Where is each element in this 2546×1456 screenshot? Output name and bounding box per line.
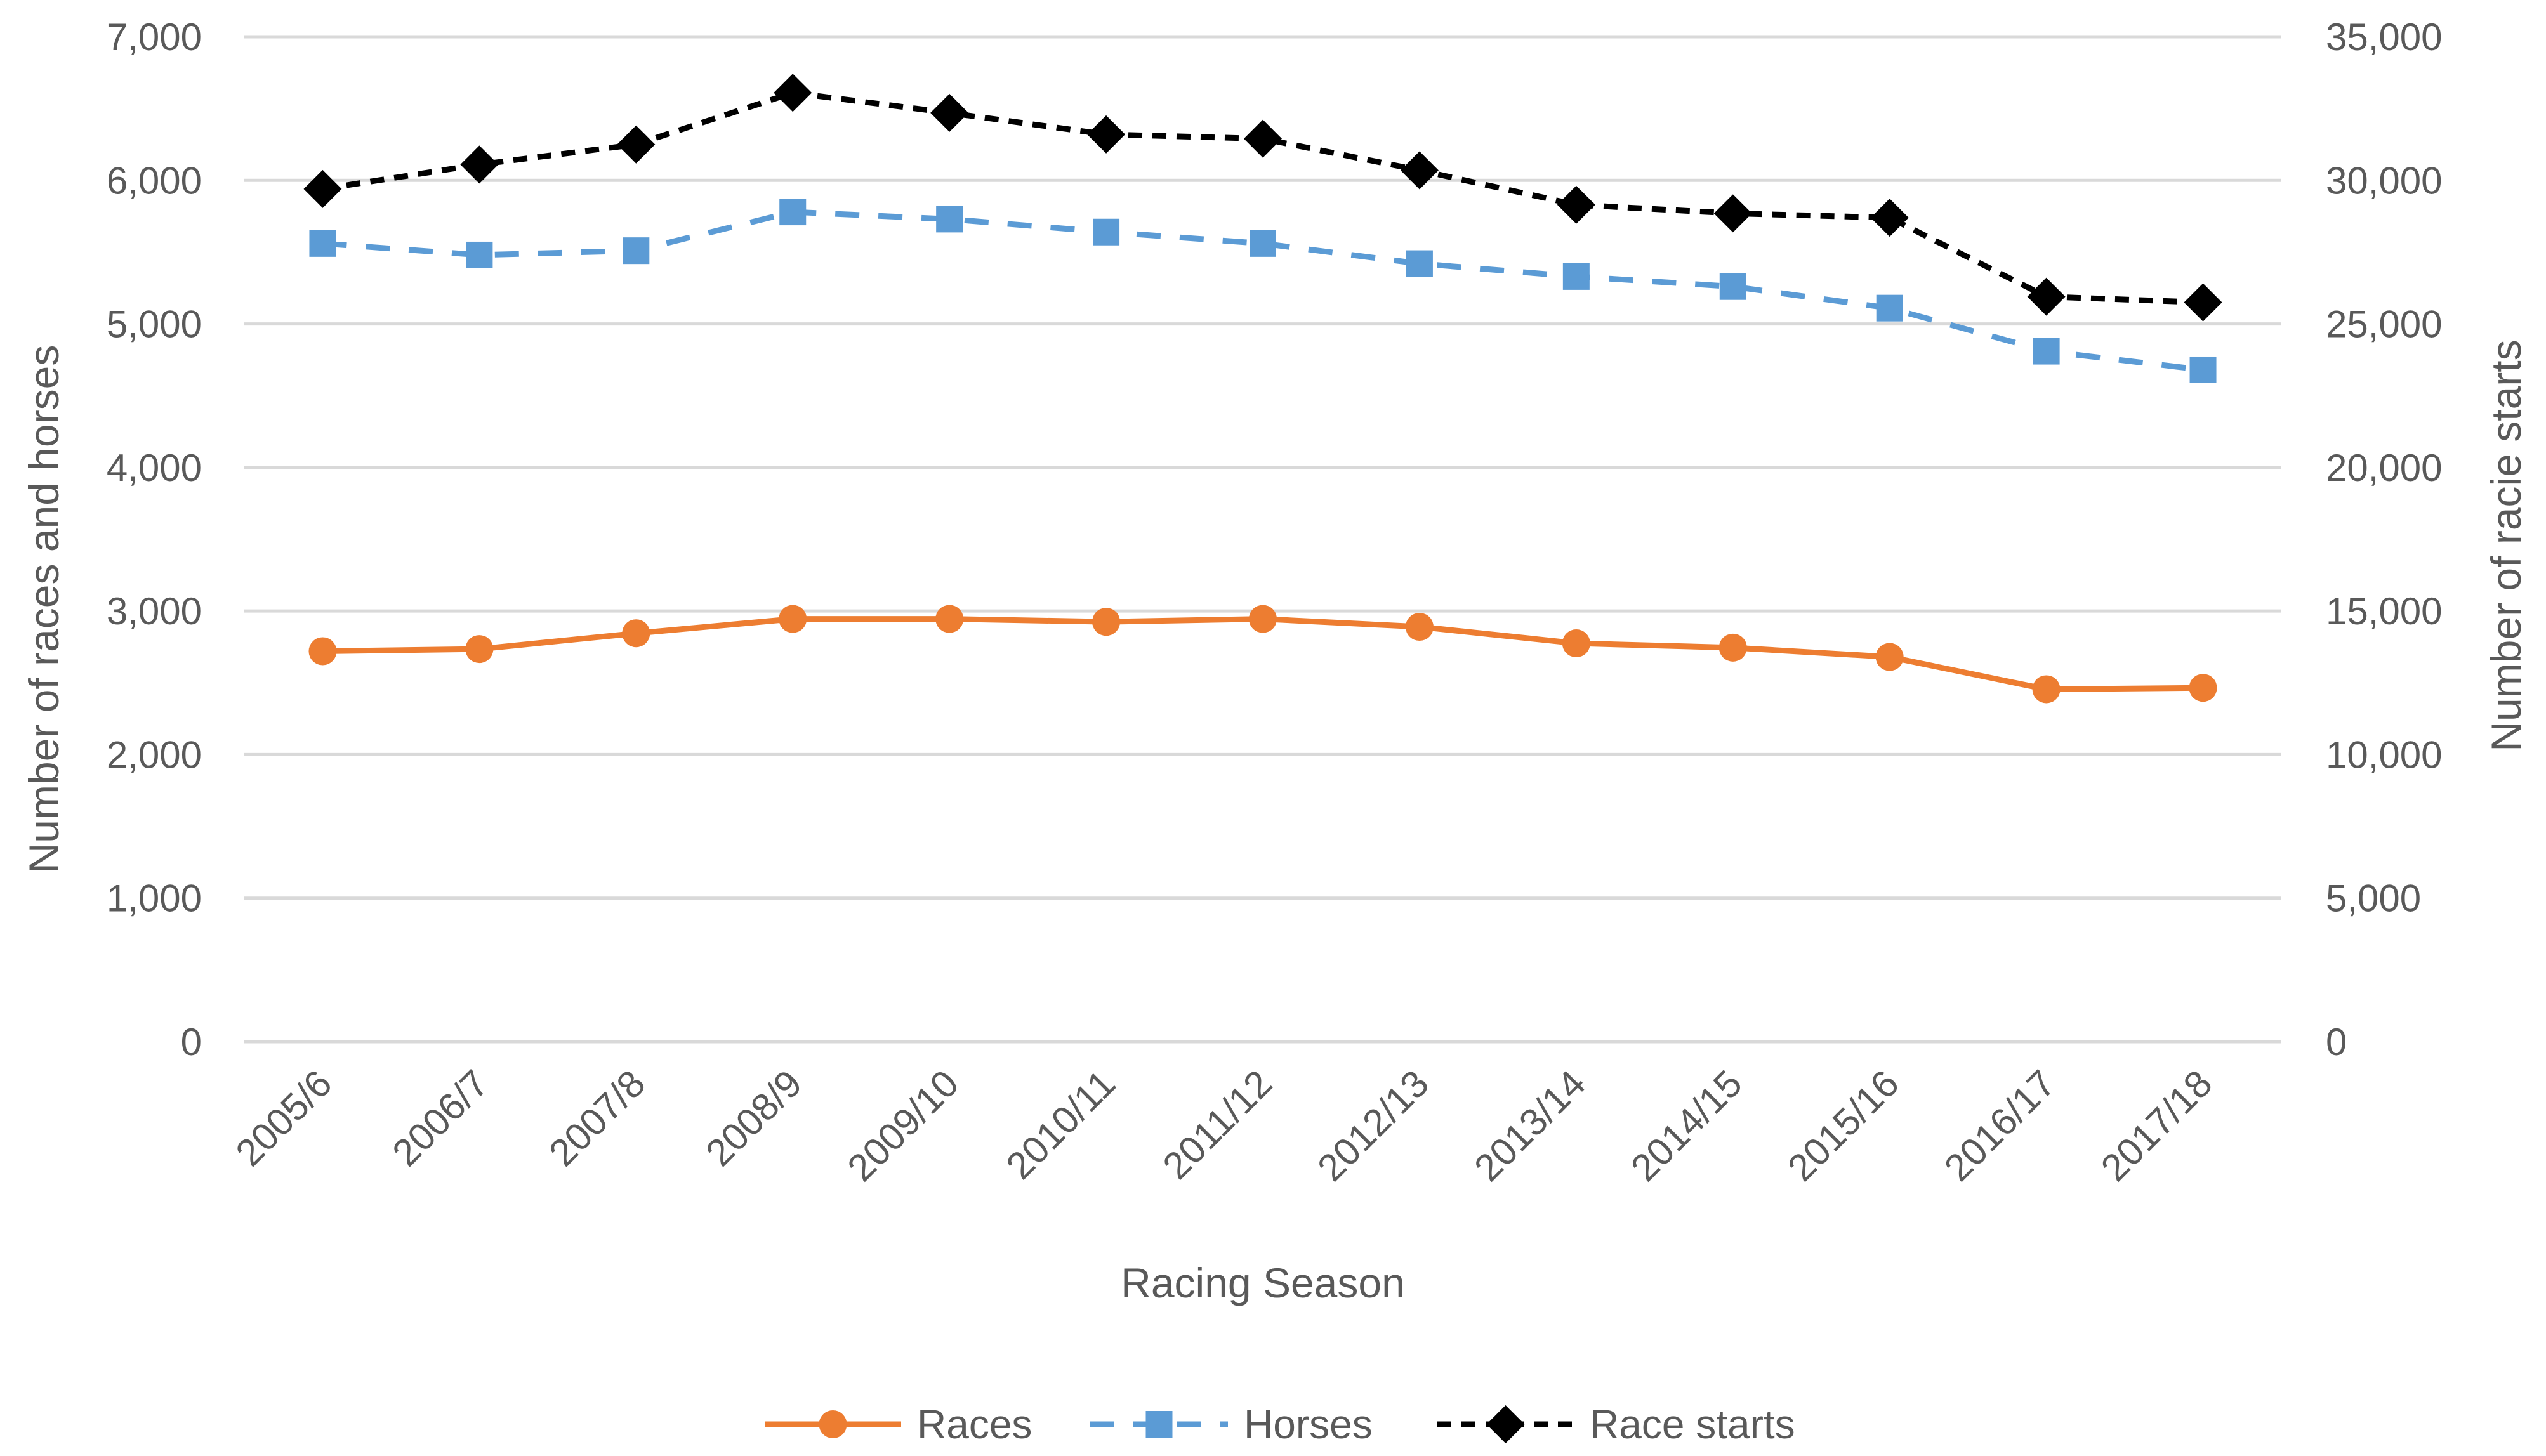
series-races xyxy=(308,605,2217,704)
data-point-races xyxy=(1249,605,1277,633)
x-tick-label: 2009/10 xyxy=(840,1062,967,1190)
data-point-horses xyxy=(1406,250,1433,277)
data-point-horses xyxy=(779,199,807,226)
y-tick-label: 4,000 xyxy=(107,447,202,489)
data-point-horses xyxy=(1719,273,1746,300)
legend-label-races: Races xyxy=(917,1401,1032,1447)
data-point-horses xyxy=(1250,230,1276,257)
data-point-race-starts xyxy=(303,169,342,208)
y-tick-label: 1,000 xyxy=(107,877,202,920)
legend-marker-races xyxy=(819,1410,847,1438)
data-point-races xyxy=(622,619,650,648)
data-point-races xyxy=(2032,675,2061,704)
legend-label-race-starts: Race starts xyxy=(1590,1401,1795,1447)
x-tick-label: 2005/6 xyxy=(228,1062,340,1174)
data-point-race-starts xyxy=(1713,194,1752,233)
data-point-horses xyxy=(936,206,963,233)
y2-tick-label: 0 xyxy=(2326,1021,2347,1063)
data-point-races xyxy=(935,605,964,633)
x-tick-label: 2015/16 xyxy=(1779,1062,1907,1190)
data-point-horses xyxy=(309,230,336,257)
y2-tick-label: 5,000 xyxy=(2326,877,2421,920)
y-axis-title: Number of races and horses xyxy=(20,345,67,874)
data-point-races xyxy=(1092,608,1121,636)
legend-item-horses: Horses xyxy=(1090,1401,1373,1447)
data-point-races xyxy=(308,637,337,666)
data-point-horses xyxy=(1876,294,1903,322)
y-tick-label: 6,000 xyxy=(107,159,202,202)
data-point-race-starts xyxy=(1087,115,1126,154)
x-tick-label: 2017/18 xyxy=(2093,1062,2220,1190)
y-tick-label: 2,000 xyxy=(107,733,202,776)
x-tick-label: 2014/15 xyxy=(1623,1062,1750,1190)
data-point-race-starts xyxy=(2184,283,2222,322)
x-tick-label: 2016/17 xyxy=(1936,1062,2064,1190)
data-point-horses xyxy=(2189,356,2217,383)
x-tick-label: 2006/7 xyxy=(384,1062,496,1174)
data-point-race-starts xyxy=(774,74,812,112)
data-point-race-starts xyxy=(930,93,969,132)
x-axis-ticks: 2005/6 2006/7 2007/8 2008/9 2009/10 2010/11 20… xyxy=(228,1062,2220,1190)
y2-tick-label: 35,000 xyxy=(2326,16,2443,58)
data-point-horses xyxy=(1093,218,1120,246)
y2-tick-label: 30,000 xyxy=(2326,159,2443,202)
data-point-race-starts xyxy=(617,125,656,164)
legend-marker-race-starts xyxy=(1486,1405,1525,1443)
y-tick-label: 3,000 xyxy=(107,590,202,633)
data-point-horses xyxy=(466,241,493,268)
gridlines xyxy=(244,35,2281,1044)
x-tick-label: 2011/12 xyxy=(1155,1062,1281,1188)
data-point-races xyxy=(1562,629,1590,658)
data-point-races xyxy=(1875,643,1904,671)
data-point-horses xyxy=(623,237,650,265)
data-point-race-starts xyxy=(1557,185,1595,224)
data-point-races xyxy=(1718,633,1747,662)
x-tick-label: 2007/8 xyxy=(541,1062,653,1174)
y2-tick-label: 15,000 xyxy=(2326,590,2443,633)
y-tick-label: 5,000 xyxy=(107,303,202,346)
data-point-horses xyxy=(2033,338,2060,365)
x-tick-label: 2013/14 xyxy=(1466,1062,1593,1190)
y-tick-label: 0 xyxy=(181,1021,202,1063)
x-tick-label: 2008/9 xyxy=(697,1062,810,1174)
y-tick-label: 7,000 xyxy=(107,16,202,58)
data-point-race-starts xyxy=(1244,119,1282,158)
series-race-starts xyxy=(303,74,2222,322)
data-point-races xyxy=(779,605,807,633)
x-tick-label: 2012/13 xyxy=(1309,1062,1437,1190)
left-axis-ticks: 0 1,000 2,000 3,000 4,000 5,000 6,000 7,000 xyxy=(107,16,202,1063)
y2-tick-label: 10,000 xyxy=(2326,733,2443,776)
legend-label-horses: Horses xyxy=(1244,1401,1373,1447)
data-point-races xyxy=(1405,613,1434,641)
data-point-race-starts xyxy=(2027,277,2066,316)
data-point-race-starts xyxy=(1870,199,1909,237)
x-tick-label: 2010/11 xyxy=(998,1062,1124,1188)
data-point-race-starts xyxy=(460,145,499,184)
legend: Races Horses Race starts xyxy=(765,1401,1795,1447)
data-point-races xyxy=(465,635,494,664)
legend-marker-horses xyxy=(1145,1411,1173,1438)
y2-tick-label: 20,000 xyxy=(2326,447,2443,489)
series-horses xyxy=(309,199,2217,383)
legend-item-race-starts: Race starts xyxy=(1437,1401,1795,1447)
x-axis-title: Racing Season xyxy=(1121,1259,1405,1306)
y2-axis-title: Number of racie starts xyxy=(2483,339,2530,751)
right-axis-ticks: 0 5,000 10,000 15,000 20,000 25,000 30,000 35,0… xyxy=(2326,16,2443,1063)
legend-item-races: Races xyxy=(765,1401,1032,1447)
data-point-race-starts xyxy=(1400,151,1439,190)
series-group xyxy=(303,74,2222,704)
data-point-horses xyxy=(1562,263,1590,290)
y2-tick-label: 25,000 xyxy=(2326,303,2443,346)
data-point-races xyxy=(2189,674,2217,702)
